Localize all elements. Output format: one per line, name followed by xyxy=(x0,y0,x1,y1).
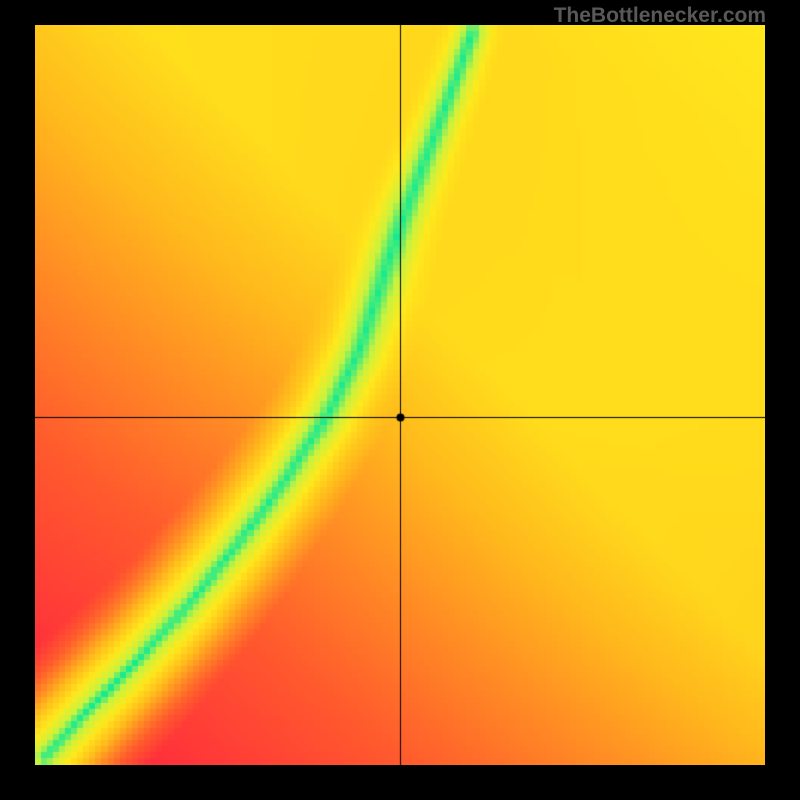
watermark-text: TheBottlenecker.com xyxy=(554,4,766,28)
chart-container: { "canvas": { "width": 800, "height": 80… xyxy=(0,0,800,800)
bottleneck-heatmap xyxy=(35,25,765,765)
